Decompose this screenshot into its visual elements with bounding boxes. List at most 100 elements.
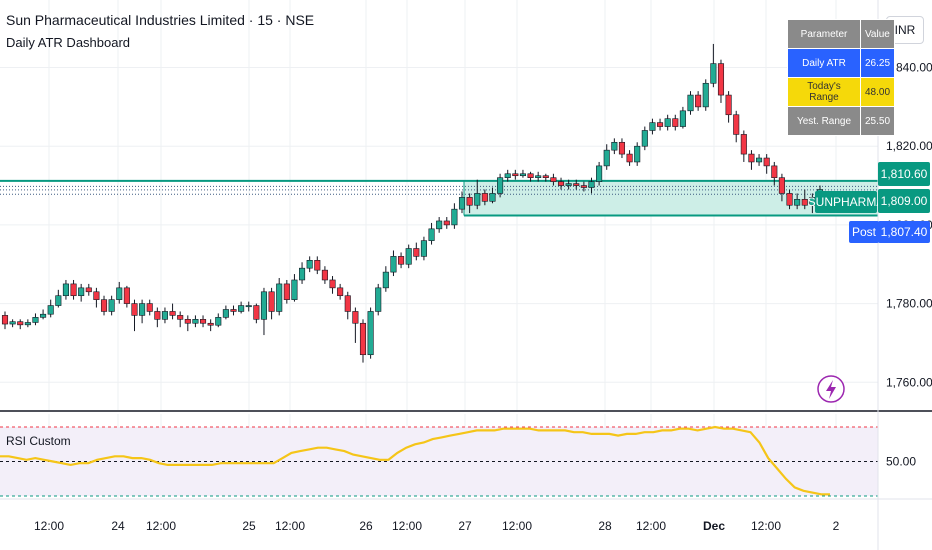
candle-body: [283, 283, 290, 300]
candle-body: [481, 193, 488, 202]
candle-body: [702, 82, 709, 108]
atr-row-value: 25.50: [859, 106, 896, 136]
candle-body: [70, 283, 77, 297]
candle-body: [85, 287, 92, 293]
atr-row-label: Yest. Range: [787, 106, 861, 136]
candle-body: [382, 271, 389, 289]
candle-body: [542, 175, 549, 178]
x-tick-label: 12:00: [392, 519, 422, 533]
candle-body: [47, 305, 54, 315]
rsi-title[interactable]: RSI Custom: [6, 434, 71, 448]
candle-body: [580, 185, 587, 188]
x-tick-label: 12:00: [34, 519, 64, 533]
atr-row-value: 48.00: [859, 77, 896, 107]
candle-body: [725, 94, 732, 116]
candle-body: [763, 157, 770, 167]
candle-body: [611, 141, 618, 151]
candle-body: [778, 177, 785, 194]
indicator-title[interactable]: Daily ATR Dashboard: [6, 35, 131, 50]
price-tag-upper-bg: [878, 162, 930, 186]
candle-body: [40, 313, 47, 318]
candle-body: [801, 199, 808, 206]
atr-row-daily-atr: Daily ATR 26.25: [787, 48, 896, 78]
x-tick-label: 12:00: [636, 519, 666, 533]
candle-body: [108, 299, 115, 312]
candle-body: [466, 197, 473, 206]
x-tick-label: 25: [242, 519, 256, 533]
candle-body: [154, 311, 161, 320]
candle-body: [146, 303, 153, 312]
atr-zone-fill: [464, 180, 878, 216]
candle-body: [657, 122, 664, 127]
candle-body: [306, 260, 313, 269]
x-tick-label: 26: [359, 519, 373, 533]
candle-body: [535, 175, 542, 178]
candle-body: [62, 283, 69, 297]
atr-table-header-row: Parameter Value: [787, 19, 896, 49]
candle-body: [626, 153, 633, 163]
candle-body: [268, 291, 275, 312]
candle-body: [710, 63, 717, 84]
candle-body: [299, 267, 306, 281]
candle-body: [618, 141, 626, 155]
post-label-tag-bg: [849, 221, 879, 243]
x-tick-label: 12:00: [502, 519, 532, 533]
post-price-tag-bg: [878, 221, 930, 243]
candle-body: [78, 287, 85, 297]
candle-body: [550, 177, 557, 182]
candle-body: [93, 291, 100, 300]
candles: [1, 43, 824, 363]
candle-body: [527, 173, 534, 178]
x-tick-label: Dec: [703, 519, 725, 533]
candle-body: [177, 315, 184, 320]
candle-body: [314, 260, 321, 271]
price-tag-upper: 1,810.60: [881, 167, 928, 181]
candle-body: [458, 197, 466, 210]
candle-body: [474, 193, 481, 206]
candle-body: [321, 269, 328, 281]
candle-body: [24, 322, 31, 326]
rsi-pane: 50.00: [0, 425, 916, 497]
candle-body: [596, 165, 603, 182]
candle-body: [337, 287, 344, 297]
candle-body: [230, 309, 237, 312]
candle-body: [420, 240, 427, 257]
candle-body: [276, 283, 283, 312]
candle-body: [344, 295, 351, 312]
candle-body: [116, 287, 123, 300]
candle-body: [139, 303, 146, 316]
atr-header-parameter: Parameter: [787, 19, 861, 49]
candle-body: [398, 256, 405, 265]
post-label-tag: Post: [852, 225, 877, 239]
candle-body: [641, 130, 648, 147]
candle-body: [664, 118, 671, 127]
candle-body: [603, 149, 610, 167]
post-price-tag: 1,807.40: [881, 225, 928, 239]
price-tag-last: 1,809.00: [881, 194, 928, 208]
candle-body: [199, 319, 207, 324]
candle-body: [1, 315, 9, 325]
x-tick-label: 28: [598, 519, 612, 533]
candle-body: [512, 173, 519, 177]
candle-body: [451, 208, 458, 226]
candle-body: [184, 319, 191, 324]
candle-body: [375, 287, 382, 312]
candle-body: [100, 299, 108, 312]
candle-body: [123, 287, 130, 304]
x-tick-label: 27: [458, 519, 472, 533]
candle-body: [794, 199, 801, 206]
candle-body: [215, 317, 222, 326]
candle-body: [405, 248, 412, 265]
candle-body: [740, 134, 747, 155]
candle-body: [222, 309, 229, 318]
candle-body: [565, 183, 572, 186]
lightning-icon-glyph: [826, 380, 836, 399]
candle-body: [192, 319, 199, 324]
candle-body: [131, 303, 138, 316]
x-tick-label: 24: [111, 519, 125, 533]
candle-body: [717, 63, 725, 96]
candle-body: [291, 279, 298, 300]
atr-row-value: 26.25: [859, 48, 896, 78]
